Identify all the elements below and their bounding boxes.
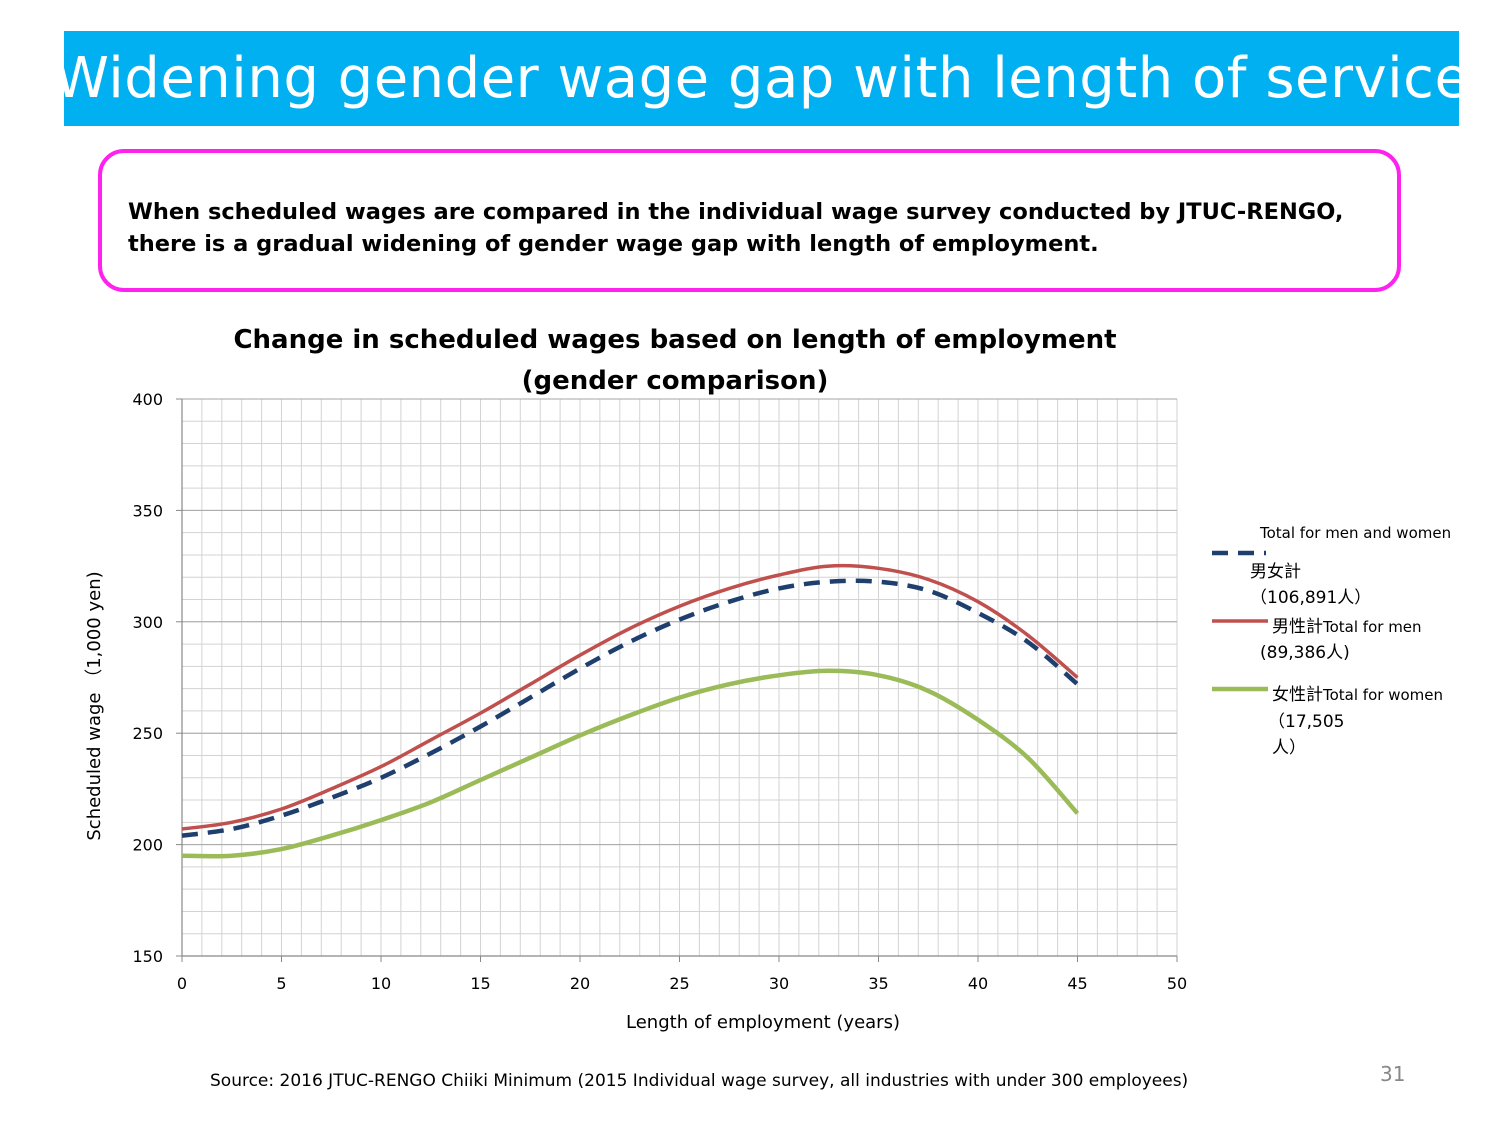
y-tick-label: 200 (132, 836, 163, 855)
legend-women-count-2: 人） (1272, 738, 1306, 758)
y-tick-label: 300 (132, 613, 163, 632)
x-tick-label: 40 (968, 974, 988, 993)
x-tick-label: 0 (177, 974, 187, 993)
page-number: 31 (1380, 1062, 1406, 1086)
grid-layer (181, 398, 1178, 957)
chart-title-line-2: (gender comparison) (521, 366, 829, 396)
x-tick-label: 30 (769, 974, 789, 993)
x-tick-label: 5 (276, 974, 286, 993)
y-tick-label: 150 (132, 947, 163, 966)
source-note: Source: 2016 JTUC-RENGO Chiiki Minimum (… (210, 1071, 1189, 1091)
callout-line-1: When scheduled wages are compared in the… (128, 199, 1344, 225)
legend-men: 男性計Total for men (1272, 612, 1422, 637)
x-tick-label: 15 (470, 974, 490, 993)
legend-women-jp: 女性計 (1272, 685, 1323, 705)
y-axis-label: Scheduled wage （1,000 yen) (84, 571, 105, 840)
series-line-men (181, 563, 1079, 831)
x-tick-label: 45 (1067, 974, 1087, 993)
legend-total-jp: 男女計 (1250, 562, 1301, 582)
chart-title-line-1: Change in scheduled wages based on lengt… (233, 325, 1117, 355)
chart-title: Change in scheduled wages based on lengt… (200, 320, 1150, 402)
axis-layer: 150 200 250 300 350 400 0 5 10 15 20 25 30 35 40 45 50 (132, 390, 1187, 993)
series-line-women (181, 668, 1080, 859)
x-axis-label: Length of employment (years) (626, 1012, 900, 1033)
x-tick-label: 35 (868, 974, 888, 993)
y-tick-label: 250 (132, 724, 163, 743)
y-tick-label: 400 (132, 390, 163, 409)
legend-women-en: Total for women (1323, 686, 1443, 704)
legend-layer (1212, 550, 1268, 692)
series-line-total (181, 578, 1079, 838)
summary-callout: When scheduled wages are compared in the… (98, 149, 1401, 292)
x-tick-label: 10 (371, 974, 391, 993)
callout-line-2: there is a gradual widening of gender wa… (128, 231, 1099, 257)
legend-men-jp: 男性計 (1272, 617, 1323, 637)
x-tick-label: 20 (570, 974, 590, 993)
legend-women-count-1: （17,505 (1268, 712, 1345, 732)
x-tick-label: 25 (669, 974, 689, 993)
series-layer (181, 563, 1080, 859)
legend-total-en: Total for men and women (1260, 524, 1452, 542)
x-tick-label: 50 (1167, 974, 1187, 993)
legend-women: 女性計Total for women (1272, 680, 1443, 705)
y-tick-label: 350 (132, 501, 163, 520)
legend-men-count: (89,386人) (1260, 643, 1350, 663)
slide-title: Widening gender wage gap with length of … (54, 31, 1469, 126)
legend-men-en: Total for men (1323, 618, 1422, 636)
legend-total-count: （106,891人） (1250, 588, 1372, 608)
